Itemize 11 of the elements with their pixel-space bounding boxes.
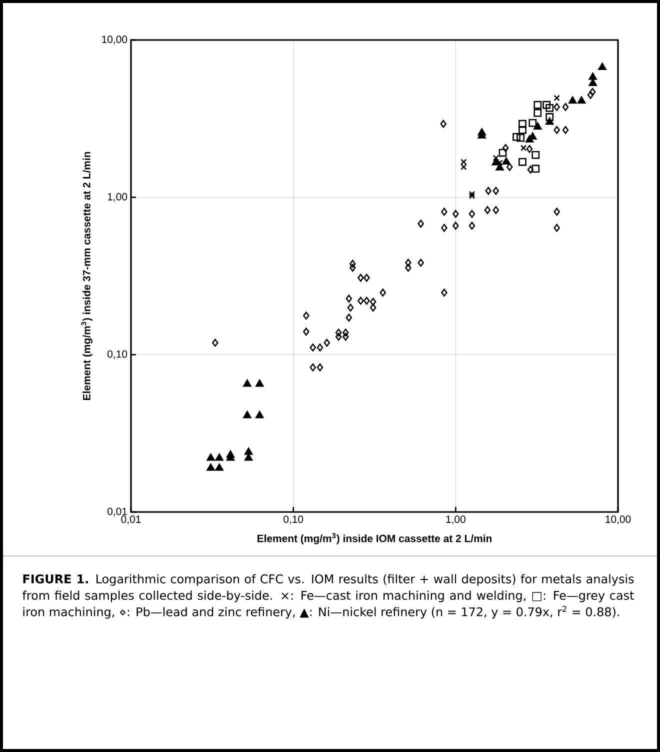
x-tick-label: 1,00	[446, 516, 466, 524]
y-tick-label: 1,00	[108, 193, 128, 202]
y-tick-label: 0,10	[108, 350, 128, 359]
x-tick-label: 10,00	[606, 516, 631, 524]
x-tick-label: 0,01	[121, 516, 141, 524]
y-tick-label: 10,00	[102, 36, 128, 44]
text: Element (mg/m$^{3}$) inside IOM cassette at 2 L/min	[258, 533, 492, 544]
y-tick-label: 0,01	[108, 508, 127, 516]
x-tick-label: 0,10	[284, 516, 304, 524]
text: FIGURE 1. Logarithmic comparison of CFC vs. IOM results (filter + wall deposits) for metals analysis from field samples collected side-by-side. ×: Fe—cast iron machining and welding, □: Fe—grey cast iron machining, ⋄: Pb—lead and zinc refinery, ▲: Ni—nickel refinery (n = 172, y = 0.79x, r$^{2}$ = 0.88).	[22, 574, 634, 619]
text: Element (mg/m$^{3}$) inside 37-mm cassette at 2 L/min	[81, 152, 92, 400]
